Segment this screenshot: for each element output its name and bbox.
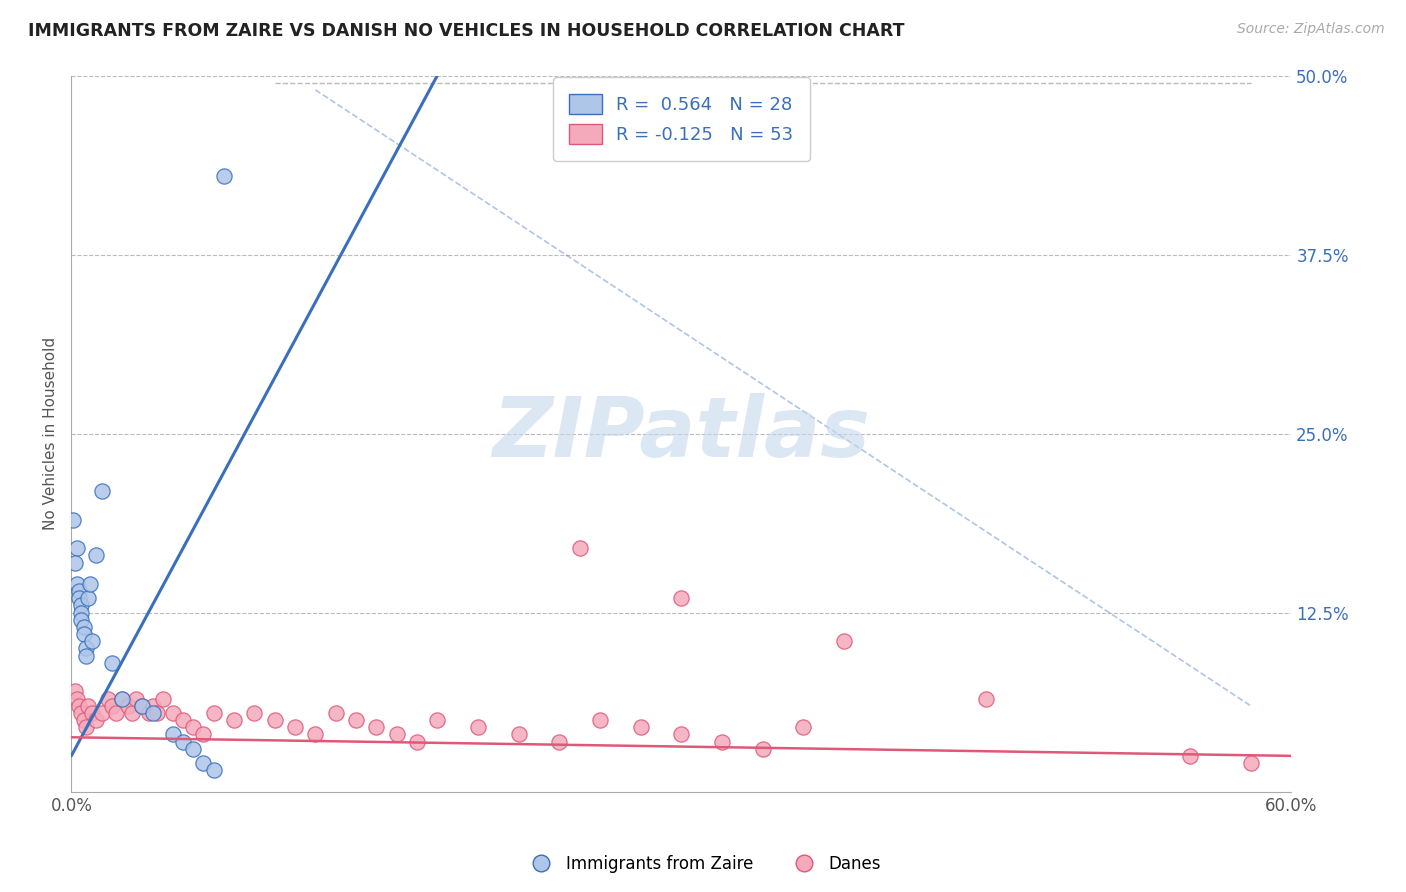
Point — [172, 713, 194, 727]
Point — [630, 720, 652, 734]
Point — [181, 741, 204, 756]
Text: IMMIGRANTS FROM ZAIRE VS DANISH NO VEHICLES IN HOUSEHOLD CORRELATION CHART: IMMIGRANTS FROM ZAIRE VS DANISH NO VEHIC… — [28, 22, 904, 40]
Point — [65, 684, 87, 698]
Point — [111, 691, 134, 706]
Point — [75, 648, 97, 663]
Point — [751, 741, 773, 756]
Point — [121, 706, 143, 720]
Point — [142, 706, 165, 720]
Point — [222, 713, 245, 727]
Text: Source: ZipAtlas.com: Source: ZipAtlas.com — [1237, 22, 1385, 37]
Point — [72, 620, 94, 634]
Point — [193, 727, 215, 741]
Point — [84, 549, 107, 563]
Point — [69, 698, 91, 713]
Point — [111, 691, 134, 706]
Point — [70, 599, 93, 613]
Point — [80, 706, 103, 720]
Point — [671, 591, 693, 606]
Point — [243, 706, 266, 720]
Point — [467, 720, 489, 734]
Point — [406, 734, 429, 748]
Point — [125, 691, 148, 706]
Point — [66, 691, 89, 706]
Y-axis label: No Vehicles in Household: No Vehicles in Household — [44, 337, 58, 530]
Point — [832, 634, 855, 648]
Point — [142, 698, 165, 713]
Point — [76, 698, 98, 713]
Point — [193, 756, 215, 770]
Point — [97, 691, 120, 706]
Point — [284, 720, 307, 734]
Point — [671, 727, 693, 741]
Point — [80, 634, 103, 648]
Point — [90, 483, 112, 498]
Point — [304, 727, 326, 741]
Point — [75, 720, 97, 734]
Point — [131, 698, 153, 713]
Point — [426, 713, 449, 727]
Point — [105, 706, 128, 720]
Point — [1240, 756, 1263, 770]
Point — [66, 577, 89, 591]
Point — [138, 706, 160, 720]
Point — [202, 706, 225, 720]
Point — [263, 713, 285, 727]
Point — [79, 577, 101, 591]
Point — [131, 698, 153, 713]
Point — [72, 627, 94, 641]
Point — [90, 706, 112, 720]
Point — [548, 734, 571, 748]
Point — [152, 691, 174, 706]
Point — [62, 512, 84, 526]
Point — [117, 698, 139, 713]
Point — [711, 734, 734, 748]
Point — [366, 720, 388, 734]
Point — [84, 713, 107, 727]
Point — [212, 169, 235, 183]
Point — [568, 541, 591, 556]
Point — [101, 698, 124, 713]
Point — [162, 706, 184, 720]
Point — [145, 706, 167, 720]
Point — [66, 541, 89, 556]
Point — [976, 691, 998, 706]
Point — [1178, 748, 1201, 763]
Text: ZIPatlas: ZIPatlas — [492, 393, 870, 475]
Point — [344, 713, 367, 727]
Point — [589, 713, 612, 727]
Point — [70, 613, 93, 627]
Point — [508, 727, 530, 741]
Point — [181, 720, 204, 734]
Point — [162, 727, 184, 741]
Legend: Immigrants from Zaire, Danes: Immigrants from Zaire, Danes — [517, 848, 889, 880]
Point — [101, 656, 124, 670]
Point — [76, 591, 98, 606]
Point — [65, 556, 87, 570]
Legend: R =  0.564   N = 28, R = -0.125   N = 53: R = 0.564 N = 28, R = -0.125 N = 53 — [553, 78, 810, 161]
Point — [325, 706, 347, 720]
Point — [72, 713, 94, 727]
Point — [202, 763, 225, 777]
Point — [172, 734, 194, 748]
Point — [75, 641, 97, 656]
Point — [385, 727, 408, 741]
Point — [70, 606, 93, 620]
Point — [69, 584, 91, 599]
Point — [70, 706, 93, 720]
Point — [69, 591, 91, 606]
Point — [792, 720, 814, 734]
